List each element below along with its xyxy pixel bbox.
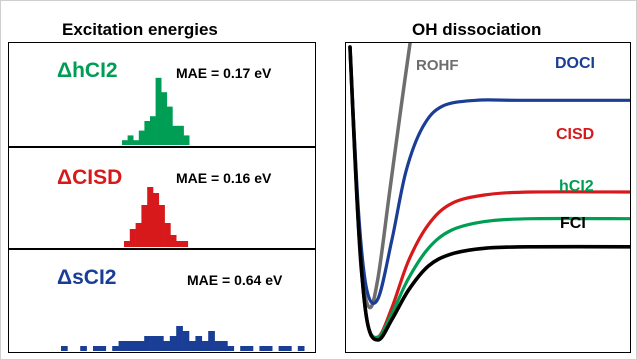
histogram-bar [153,193,160,247]
dissociation-curves [348,43,630,342]
histogram-bar [221,341,228,351]
histogram-bar [297,346,305,351]
histogram-bar [246,346,254,351]
histogram-bar [278,346,286,351]
histogram-bar [131,341,139,351]
histogram-bar [176,241,183,247]
histogram-bar [164,223,171,247]
histogram-bar [141,205,148,247]
histogram-bar [285,346,292,351]
histogram-bar [189,341,196,351]
histogram-bar [137,341,145,351]
histogram-bar [201,341,209,351]
histogram-bar [127,135,134,145]
histogram-bar [150,116,156,145]
series-label-cisd: ΔCISD [57,166,123,189]
histogram-bar [195,336,203,351]
histogram-bar [125,341,132,351]
histogram-bar [158,205,165,247]
curve-fci [348,45,630,342]
histogram-bar [227,346,235,351]
curve-label-doci: DOCI [555,55,595,72]
histogram-panel-cisd: ΔCISD MAE = 0.16 eV [8,147,316,249]
histogram-bar [169,336,177,351]
histogram-bar [112,346,119,351]
histogram-bar [138,130,145,145]
histogram-bar [129,229,136,247]
histogram-bar [208,331,215,351]
histogram-bar [214,341,222,351]
histogram-bar [176,326,183,351]
series-label-hci2: ΔhCI2 [57,59,118,82]
histogram-bar [182,331,190,351]
curve-label-hci2: hCI2 [559,178,594,195]
histogram-bar [124,241,131,247]
histogram-bar [170,235,177,247]
histogram-bar [144,121,151,145]
histogram-cisd [124,187,189,247]
histogram-bar [166,106,173,145]
histogram-hci2 [122,77,190,145]
histogram-panel-hci2: ΔhCI2 MAE = 0.17 eV [8,42,316,147]
histogram-bar [183,135,190,145]
mae-label-hci2: MAE = 0.17 eV [176,65,272,81]
histogram-bar [99,346,107,351]
right-panel-title: OH dissociation [412,20,542,39]
histogram-panel-sci2: ΔsCI2 MAE = 0.64 eV [8,249,316,353]
histogram-bar [182,241,189,247]
histogram-bar [163,341,171,351]
histogram-bar [240,346,247,351]
histogram-sci2 [61,326,305,351]
histogram-bar [155,77,162,145]
histogram-bar [178,125,184,145]
histogram-bar [93,346,100,351]
left-panel-title: Excitation energies [62,20,218,39]
mae-label-sci2: MAE = 0.64 eV [187,272,283,288]
histogram-bar [172,125,179,145]
curve-rohf [348,43,412,310]
histogram-bar [135,223,142,247]
histogram-bar [144,336,151,351]
histogram-bar [61,346,68,351]
mae-label-cisd: MAE = 0.16 eV [176,170,272,186]
curve-label-cisd: CISD [556,126,595,143]
histogram-bar [133,140,140,145]
histogram-bar [80,346,87,351]
curve-label-fci: FCI [560,215,586,232]
histogram-bar [161,92,168,145]
series-label-sci2: ΔsCI2 [57,266,117,289]
histogram-bar [265,346,273,351]
histogram-bar [259,346,267,351]
histogram-bar [122,140,128,145]
histogram-bar [150,336,158,351]
curve-label-rohf: ROHF [416,57,459,74]
dissociation-panel: ROHF DOCI CISD hCI2 FCI [345,42,631,353]
histogram-bar [118,341,126,351]
histogram-bar [147,187,154,247]
histogram-bar [157,336,164,351]
